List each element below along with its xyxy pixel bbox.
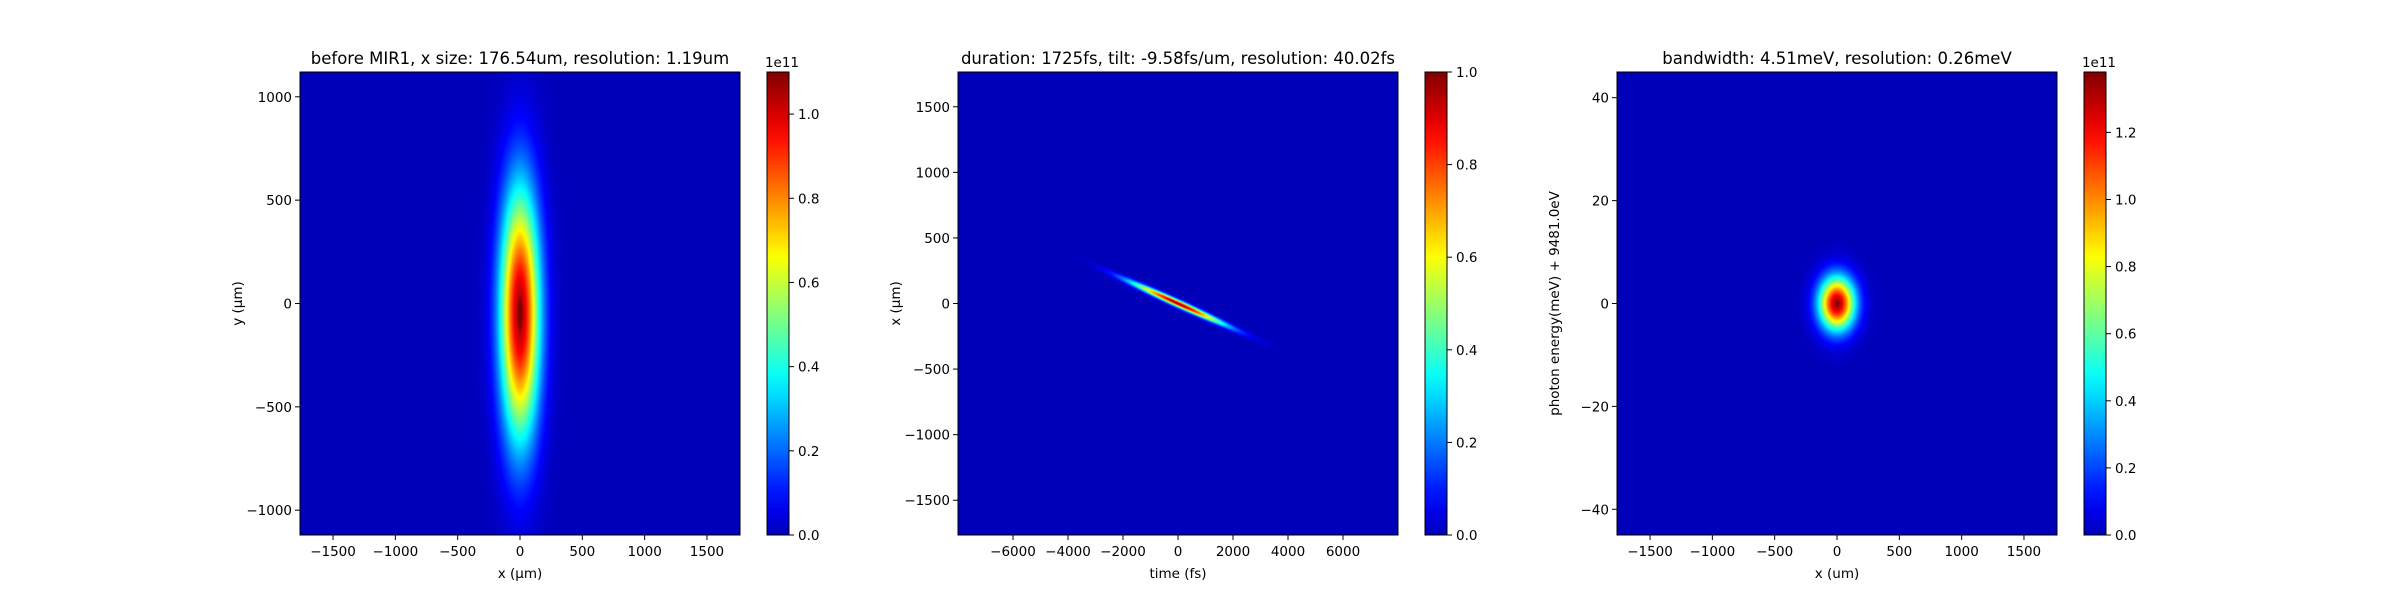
- colorbar-tick-label: 0.6: [2115, 327, 2136, 343]
- colorbar-tick-label: 0.2: [1456, 435, 1477, 451]
- x-axis-label: x (um): [1815, 566, 1860, 582]
- x-tick-label: 0: [516, 544, 525, 560]
- y-axis-label: x (μm): [888, 281, 904, 326]
- colorbar-tick-label: 0.8: [2115, 260, 2136, 276]
- colorbar-tick-label: 0.0: [2115, 528, 2136, 544]
- heatmap-panel-2: duration: 1725fs, tilt: -9.58fs/um, reso…: [888, 49, 1477, 582]
- y-tick-label: 20: [1592, 194, 1609, 210]
- x-tick-label: 500: [569, 544, 595, 560]
- colorbar: [766, 71, 790, 536]
- colorbar-tick-label: 0.0: [798, 528, 819, 544]
- colorbar-tick-label: 0.6: [1456, 250, 1477, 266]
- colorbar-tick-label: 0.8: [1456, 158, 1477, 174]
- panel-title: bandwidth: 4.51meV, resolution: 0.26meV: [1662, 49, 2012, 68]
- x-tick-label: −1000: [373, 544, 419, 560]
- y-tick-label: 1000: [916, 165, 950, 181]
- y-axis-label: y (μm): [230, 281, 246, 326]
- x-tick-label: 1500: [2007, 544, 2041, 560]
- x-tick-label: 1000: [1944, 544, 1978, 560]
- x-tick-label: −6000: [990, 544, 1036, 560]
- colorbar-tick-label: 0.4: [1456, 343, 1477, 359]
- x-tick-label: 1000: [627, 544, 661, 560]
- y-tick-label: 500: [266, 193, 292, 209]
- y-tick-label: 40: [1592, 91, 1609, 107]
- heatmap-panel-3: bandwidth: 4.51meV, resolution: 0.26meV −…: [1547, 49, 2136, 582]
- colorbar-offset-label: 1e11: [2082, 55, 2116, 71]
- y-tick-label: 500: [924, 231, 950, 247]
- y-tick-label: 0: [1600, 297, 1609, 313]
- colorbar-tick-label: 0.6: [798, 275, 819, 291]
- x-tick-label: −500: [1756, 544, 1793, 560]
- y-tick-label: −1000: [246, 503, 292, 519]
- x-tick-label: 1500: [690, 544, 724, 560]
- x-tick-label: 0: [1833, 544, 1842, 560]
- heatmap-panel-1: before MIR1, x size: 176.54um, resolutio…: [230, 49, 819, 582]
- colorbar-tick-label: 0.8: [798, 191, 819, 207]
- y-tick-label: −1000: [904, 428, 950, 444]
- x-tick-label: −1500: [310, 544, 356, 560]
- colorbar-tick-label: 0.2: [2115, 461, 2136, 477]
- y-tick-label: −1500: [904, 493, 950, 509]
- x-tick-label: 500: [1886, 544, 1912, 560]
- colorbar-tick-label: 0.4: [2115, 394, 2136, 410]
- colorbar-tick-label: 0.4: [798, 360, 819, 376]
- x-tick-label: 0: [1174, 544, 1183, 560]
- x-tick-label: −1500: [1627, 544, 1673, 560]
- heatmap-image: [300, 72, 740, 535]
- y-tick-label: −500: [913, 362, 950, 378]
- x-tick-label: 4000: [1271, 544, 1305, 560]
- colorbar-tick-label: 1.0: [1456, 65, 1477, 81]
- y-tick-label: −500: [255, 400, 292, 416]
- x-axis-label: x (μm): [498, 566, 543, 582]
- x-axis-label: time (fs): [1149, 566, 1206, 582]
- colorbar-tick-label: 1.0: [2115, 192, 2136, 208]
- x-tick-label: −4000: [1045, 544, 1091, 560]
- colorbar-tick-label: 1.2: [2115, 125, 2136, 141]
- heatmap-image: [1617, 72, 2057, 535]
- y-tick-label: 1000: [258, 90, 292, 106]
- panel-title: duration: 1725fs, tilt: -9.58fs/um, reso…: [961, 49, 1395, 68]
- colorbar-tick-label: 0.2: [798, 444, 819, 460]
- heatmap-image: [958, 72, 1398, 535]
- colorbar: [2083, 71, 2107, 536]
- x-tick-label: 6000: [1326, 544, 1360, 560]
- y-tick-label: −40: [1581, 502, 1610, 518]
- panel-title: before MIR1, x size: 176.54um, resolutio…: [311, 49, 729, 68]
- y-tick-label: 0: [283, 297, 292, 313]
- y-tick-label: 1500: [916, 100, 950, 116]
- x-tick-label: −2000: [1100, 544, 1146, 560]
- colorbar-tick-label: 0.0: [1456, 528, 1477, 544]
- y-axis-label: photon energy(meV) + 9481.0eV: [1547, 190, 1563, 415]
- x-tick-label: −1000: [1690, 544, 1736, 560]
- colorbar: [1424, 71, 1448, 536]
- colorbar-offset-label: 1e11: [765, 55, 799, 71]
- y-tick-label: −20: [1581, 399, 1610, 415]
- x-tick-label: 2000: [1216, 544, 1250, 560]
- y-tick-label: 0: [941, 297, 950, 313]
- colorbar-tick-label: 1.0: [798, 107, 819, 123]
- x-tick-label: −500: [439, 544, 476, 560]
